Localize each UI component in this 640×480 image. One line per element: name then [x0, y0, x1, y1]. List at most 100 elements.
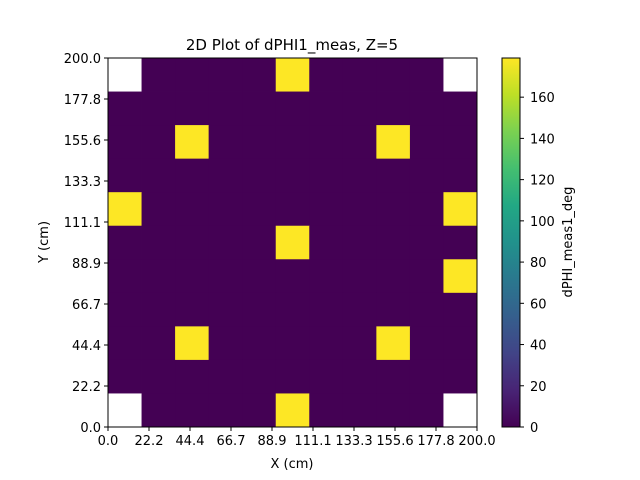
heatmap-cell — [342, 158, 377, 193]
heatmap-cell — [175, 58, 210, 92]
heatmap-cell — [443, 225, 478, 260]
y-tick-label: 88.9 — [72, 257, 101, 272]
heatmap-cell — [242, 292, 277, 327]
colorbar-tick-label: 60 — [530, 297, 547, 312]
heatmap-cell — [376, 58, 411, 92]
y-tick-label: 111.1 — [64, 216, 101, 231]
heatmap-cell — [275, 158, 310, 193]
heatmap-cell — [275, 326, 310, 361]
heatmap-cell — [208, 326, 243, 361]
x-axis-label: X (cm) — [271, 457, 314, 472]
colorbar-tick-label: 160 — [530, 91, 555, 106]
heatmap-cell — [141, 292, 176, 327]
y-tick-label: 22.2 — [72, 380, 101, 395]
heatmap-cell — [309, 292, 344, 327]
heatmap-cell — [443, 91, 478, 126]
heatmap-cell — [242, 192, 277, 227]
heatmap-cell — [175, 125, 210, 160]
colorbar — [501, 57, 521, 428]
heatmap-cell — [309, 158, 344, 193]
heatmap-cell — [175, 359, 210, 394]
heatmap-cell — [242, 158, 277, 193]
heatmap-cell — [309, 259, 344, 294]
heatmap-cell — [409, 158, 444, 193]
x-tick-label: 133.3 — [335, 434, 372, 449]
heatmap-cell — [409, 125, 444, 160]
heatmap-cell — [376, 259, 411, 294]
heatmap-cell — [376, 158, 411, 193]
heatmap-cell — [309, 326, 344, 361]
heatmap-cell — [141, 58, 176, 92]
heatmap-cell — [342, 393, 377, 428]
heatmap-cell — [342, 326, 377, 361]
heatmap-cell — [443, 125, 478, 160]
x-tick-label: 111.1 — [294, 434, 331, 449]
heatmap-cell — [342, 58, 377, 92]
heatmap-cell — [175, 158, 210, 193]
heatmap-cell — [342, 125, 377, 160]
heatmap-cell — [275, 58, 310, 92]
heatmap-cell — [141, 326, 176, 361]
y-tick-label: 200.0 — [64, 52, 101, 67]
colorbar-tick-label: 40 — [530, 339, 547, 354]
heatmap-cell — [108, 125, 142, 160]
y-tick-label: 133.3 — [64, 175, 101, 190]
colorbar-tick-label: 120 — [530, 174, 555, 189]
heatmap-cell — [409, 192, 444, 227]
x-tick-label: 155.6 — [376, 434, 413, 449]
heatmap-cell — [443, 292, 478, 327]
heatmap-cell — [208, 393, 243, 428]
heatmap-cell — [141, 125, 176, 160]
heatmap-cell — [443, 259, 478, 294]
heatmap-cell — [275, 125, 310, 160]
colorbar-ticks: 0 20 40 60 80 100 120 140 160 — [520, 91, 555, 436]
y-tick-label: 0.0 — [80, 421, 101, 436]
heatmap-cell — [175, 292, 210, 327]
x-tick-label: 200.0 — [458, 434, 495, 449]
heatmap-cell — [342, 91, 377, 126]
heatmap-cell — [409, 393, 444, 428]
y-axis-ticks: 0.0 22.2 44.4 66.7 88.9 111.1 133.3 155.6 177.8 2… — [64, 52, 108, 436]
x-tick-label: 66.7 — [217, 434, 246, 449]
heatmap-cell — [242, 91, 277, 126]
heatmap-cell — [342, 292, 377, 327]
heatmap-cell — [141, 259, 176, 294]
x-tick-label: 44.4 — [176, 434, 205, 449]
heatmap-cell — [141, 225, 176, 260]
heatmap-cell — [275, 192, 310, 227]
heatmap-cell — [275, 292, 310, 327]
heatmap-cell — [443, 359, 478, 394]
heatmap-cell — [409, 326, 444, 361]
heatmap-cell — [141, 393, 176, 428]
x-tick-label: 88.9 — [258, 434, 287, 449]
heatmap-cell — [175, 192, 210, 227]
heatmap-cell — [175, 259, 210, 294]
heatmap-cell — [376, 359, 411, 394]
heatmap-cell — [208, 91, 243, 126]
heatmap-cell — [242, 393, 277, 428]
heatmap-cell — [141, 192, 176, 227]
plot-area-frame — [107, 57, 478, 428]
heatmap-cell — [208, 158, 243, 193]
y-axis-label: Y (cm) — [37, 221, 52, 264]
heatmap-cell — [108, 225, 142, 260]
x-tick-label: 0.0 — [98, 434, 119, 449]
heatmap-cell — [242, 259, 277, 294]
heatmap-cell — [342, 259, 377, 294]
colorbar-tick-label: 20 — [530, 380, 547, 395]
heatmap-cell — [175, 326, 210, 361]
heatmap-cell — [175, 225, 210, 260]
heatmap-cell — [242, 58, 277, 92]
heatmap-cell — [108, 91, 142, 126]
heatmap-cell — [309, 393, 344, 428]
heatmap-cell-empty — [108, 393, 142, 428]
heatmap-cell — [108, 259, 142, 294]
heatmap-cell-empty — [443, 58, 478, 92]
heatmap-cell — [275, 225, 310, 260]
heatmap-cell — [175, 91, 210, 126]
heatmap-cell — [309, 359, 344, 394]
heatmap-cell — [342, 359, 377, 394]
heatmap-cells — [108, 58, 478, 428]
heatmap-cell — [108, 158, 142, 193]
y-tick-label: 177.8 — [64, 93, 101, 108]
